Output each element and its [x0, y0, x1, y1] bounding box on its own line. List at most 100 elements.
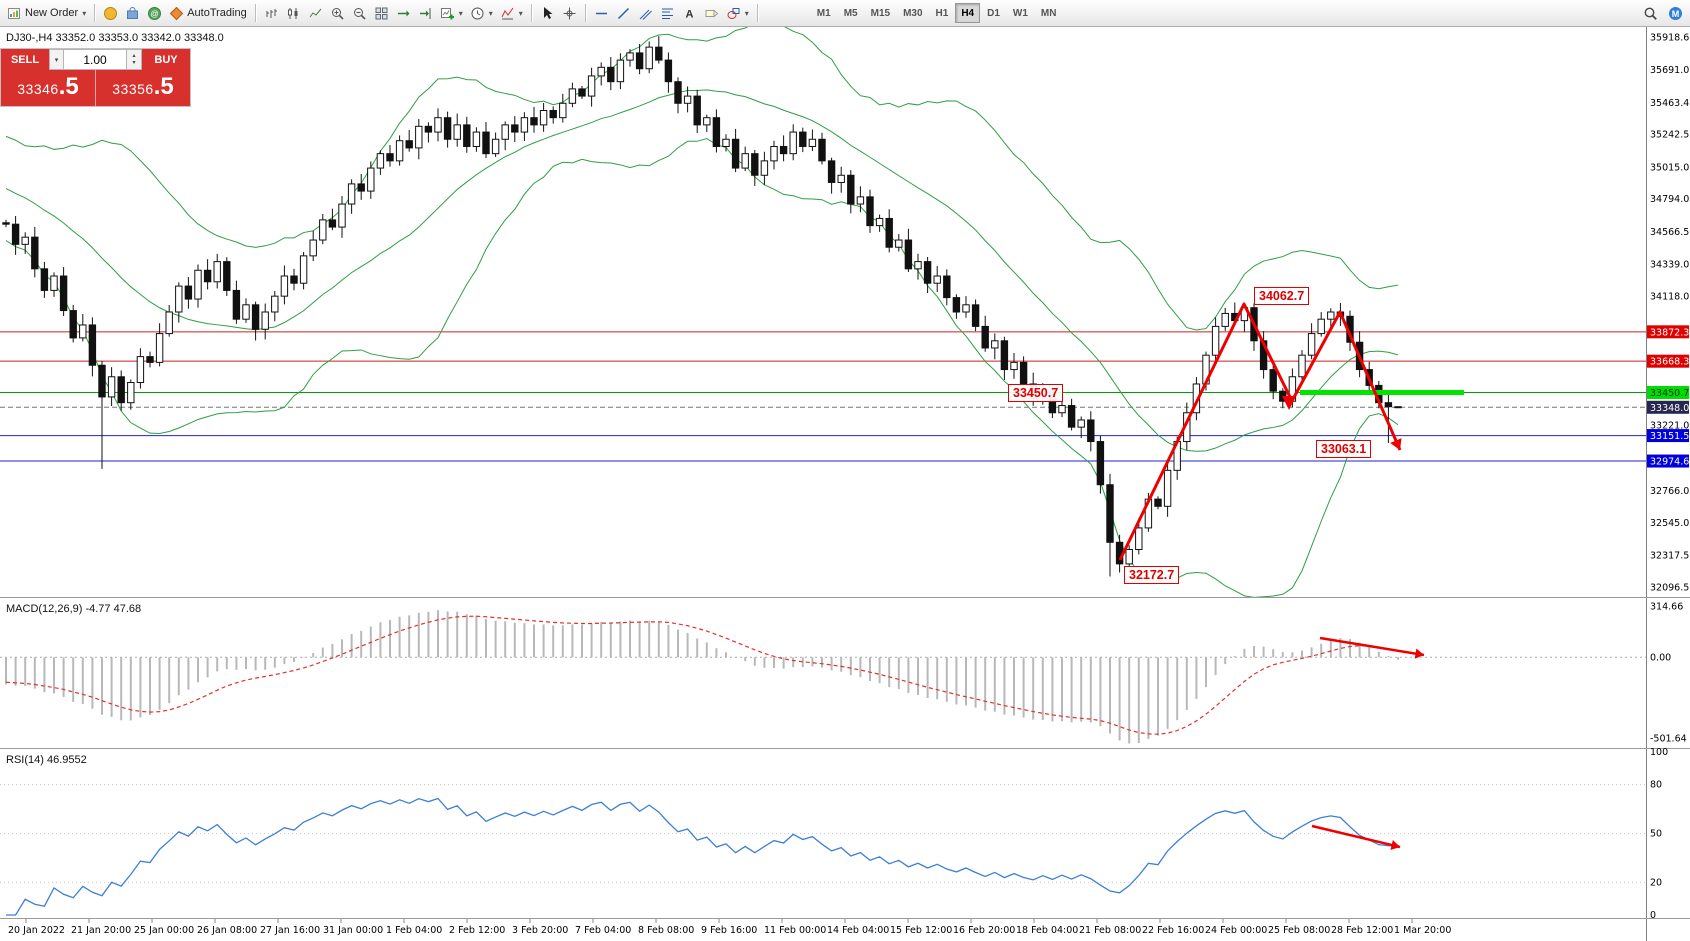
candle-body — [674, 81, 682, 104]
candle-body — [1106, 484, 1114, 543]
candle-body — [501, 124, 509, 140]
zoom-in-button[interactable] — [327, 2, 348, 24]
candle-body — [165, 311, 173, 335]
candle-body — [405, 140, 413, 149]
candle-body — [88, 324, 97, 366]
candle-body — [453, 124, 461, 140]
metaquotes-logo-button[interactable]: M — [1665, 2, 1686, 24]
candle-body — [923, 261, 932, 284]
channel-button[interactable] — [635, 2, 656, 24]
toolbar-separator — [530, 4, 532, 22]
trendline-button[interactable] — [613, 2, 634, 24]
candle-body — [731, 138, 740, 169]
text-icon: A — [685, 8, 693, 20]
new-order-icon — [8, 7, 20, 19]
volume-stepper[interactable]: ▴ ▾ — [127, 49, 142, 70]
candle-body — [1163, 469, 1172, 507]
volume-dropdown-button[interactable]: ▾ — [49, 49, 64, 70]
bollinger-upper-band — [5, 27, 1399, 331]
buy-price-button[interactable]: 33356.5 — [96, 70, 190, 106]
new-order-button[interactable]: New Order ▾ — [4, 2, 89, 24]
timeframe-h1[interactable]: H1 — [930, 3, 955, 23]
sell-button[interactable]: SELL — [1, 49, 49, 70]
candle-body — [1135, 527, 1143, 551]
line-chart-button[interactable] — [305, 2, 326, 24]
candle-body — [347, 183, 356, 205]
volume-input[interactable] — [64, 49, 127, 70]
trendline-icon — [617, 7, 629, 19]
autotrading-button[interactable]: AutoTrading — [166, 2, 250, 24]
buy-button[interactable]: BUY — [142, 49, 190, 70]
timeframe-m30[interactable]: M30 — [897, 3, 928, 23]
candle-body — [635, 52, 644, 70]
timeframe-m5[interactable]: M5 — [838, 3, 864, 23]
buy-price-fraction: .5 — [153, 73, 174, 100]
candle-body — [251, 304, 260, 330]
horizontal-line-button[interactable] — [591, 2, 612, 24]
shapes-icon — [727, 7, 740, 19]
candle-body — [79, 324, 87, 339]
candle-body — [1154, 498, 1162, 507]
market-button[interactable] — [122, 2, 143, 24]
one-click-trading-panel: SELL ▾ ▴▾ BUY 33346.5 33356.5 — [1, 49, 190, 106]
fibonacci-button[interactable] — [657, 2, 678, 24]
chart-shift-button[interactable] — [415, 2, 436, 24]
candle-body — [107, 376, 116, 398]
shapes-button[interactable]: ▾ — [723, 2, 752, 24]
time-axis-label: 3 Feb 20:00 — [512, 925, 568, 936]
stepper-up-icon[interactable]: ▴ — [132, 52, 136, 59]
timeframe-bar: M1 M5 M15 M30 H1 H4 D1 W1 MN — [811, 3, 1063, 23]
tile-windows-button[interactable] — [371, 2, 392, 24]
cursor-button[interactable] — [537, 2, 558, 24]
price-axis-label: 35918.6 — [1650, 32, 1689, 43]
community-button[interactable]: @ — [144, 2, 165, 24]
label-button[interactable] — [701, 2, 722, 24]
candle-body — [1077, 419, 1085, 428]
chevron-down-icon: ▾ — [458, 8, 463, 18]
chevron-down-icon: ▾ — [82, 8, 87, 18]
time-axis-label: 1 Feb 04:00 — [386, 925, 442, 936]
timeframe-m1[interactable]: M1 — [811, 3, 837, 23]
candle-body — [818, 138, 826, 162]
arrowhead — [1390, 438, 1402, 450]
candle-body — [376, 153, 385, 169]
stepper-down-icon[interactable]: ▾ — [132, 59, 136, 66]
community-icon: @ — [148, 6, 162, 20]
candle-body — [1087, 419, 1095, 443]
rocket-button[interactable] — [100, 2, 121, 24]
toolbar: New Order ▾ @ AutoTrading ▾ ▾ ▾ A ▾ M1 M5… — [0, 0, 1690, 27]
chart-background — [0, 27, 1690, 941]
search-button[interactable] — [1640, 2, 1661, 24]
timeframe-d1[interactable]: D1 — [981, 3, 1006, 23]
new-chart-button[interactable]: ▾ — [437, 2, 466, 24]
text-button[interactable]: A — [679, 2, 700, 24]
timeframe-m15[interactable]: M15 — [865, 3, 896, 23]
crosshair-button[interactable] — [559, 2, 580, 24]
indicators-button[interactable]: ▾ — [497, 2, 526, 24]
candle-body — [799, 131, 807, 147]
macd-axis-label: 314.66 — [1650, 601, 1683, 612]
timeframe-mn[interactable]: MN — [1035, 3, 1063, 23]
candlestick-chart-button[interactable] — [283, 2, 304, 24]
zoom-out-button[interactable] — [349, 2, 370, 24]
fibonacci-icon — [661, 8, 673, 19]
period-button[interactable]: ▾ — [467, 2, 496, 24]
price-axis-label: 34794.0 — [1650, 194, 1689, 205]
auto-scroll-button[interactable] — [393, 2, 414, 24]
candle-body — [136, 356, 145, 384]
bar-chart-button[interactable] — [261, 2, 282, 24]
tile-windows-icon — [375, 7, 388, 19]
timeframe-w1[interactable]: W1 — [1007, 3, 1034, 23]
price-axis-label: 34118.0 — [1650, 291, 1689, 302]
macd-signal-line — [5, 615, 1399, 735]
candle-body — [203, 269, 212, 283]
indicators-icon — [501, 7, 514, 19]
autotrading-icon — [169, 6, 184, 20]
rsi-line — [6, 797, 1399, 916]
sell-price-button[interactable]: 33346.5 — [1, 70, 96, 106]
candle-body — [21, 236, 29, 245]
price-tag — [1647, 454, 1689, 468]
timeframe-h4[interactable]: H4 — [955, 3, 981, 23]
price-axis-label: 32096.5 — [1650, 582, 1689, 593]
